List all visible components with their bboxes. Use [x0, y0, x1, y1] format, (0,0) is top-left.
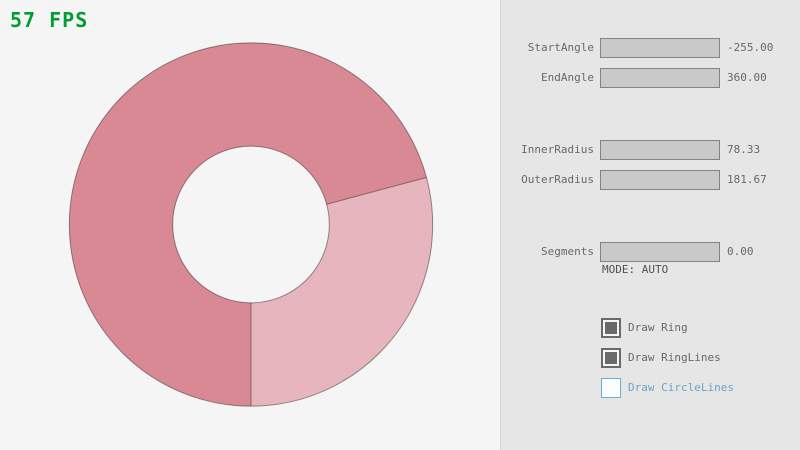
end-angle-label: EndAngle	[541, 71, 594, 84]
start-angle-label: StartAngle	[527, 41, 594, 54]
draw-ringlines-checkbox-row: Draw RingLines	[601, 348, 791, 368]
inner-radius-slider-row: InnerRadius 78.33	[501, 140, 800, 160]
draw-circlelines-label: Draw CircleLines	[628, 381, 734, 394]
inner-radius-value: 78.33	[727, 143, 761, 156]
segments-label: Segments	[541, 245, 594, 258]
draw-circlelines-checkbox-row: Draw CircleLines	[601, 378, 791, 398]
segments-value: 0.00	[727, 245, 754, 258]
draw-ring-label: Draw Ring	[628, 321, 688, 334]
inner-radius-slider[interactable]	[600, 140, 720, 160]
mode-status-text: MODE: AUTO	[602, 263, 669, 276]
ring-sector-double	[69, 42, 427, 407]
segments-slider[interactable]	[600, 242, 720, 262]
draw-ringlines-label: Draw RingLines	[628, 351, 721, 364]
draw-circlelines-checkbox[interactable]	[601, 378, 621, 398]
ring-inner-circle-line	[172, 145, 330, 304]
start-angle-slider[interactable]	[600, 38, 720, 58]
draw-ring-checkmark	[605, 322, 617, 334]
end-angle-value: 360.00	[727, 71, 767, 84]
ring-outer-circle-line	[68, 42, 434, 407]
draw-ringlines-checkbox[interactable]	[601, 348, 621, 368]
segments-slider-row: Segments 0.00	[501, 242, 800, 262]
inner-radius-label: InnerRadius	[521, 143, 594, 156]
start-angle-value: -255.00	[727, 41, 774, 54]
ring-figure	[68, 42, 434, 407]
draw-ring-checkbox-row: Draw Ring	[601, 318, 791, 338]
end-angle-slider[interactable]	[600, 68, 720, 88]
draw-ringlines-checkmark	[605, 352, 617, 364]
ring-sector-single	[251, 177, 433, 407]
ring-radial-line-start	[326, 176, 427, 205]
end-angle-slider-row: EndAngle 360.00	[501, 68, 800, 88]
start-angle-slider-row: StartAngle -255.00	[501, 38, 800, 58]
outer-radius-value: 181.67	[727, 173, 767, 186]
outer-radius-slider-row: OuterRadius 181.67	[501, 170, 800, 190]
control-panel: StartAngle -255.00 EndAngle 360.00 Inner…	[500, 0, 800, 450]
draw-ring-checkbox[interactable]	[601, 318, 621, 338]
fps-counter: 57 FPS	[10, 8, 89, 32]
outer-radius-label: OuterRadius	[521, 173, 594, 186]
outer-radius-slider[interactable]	[600, 170, 720, 190]
